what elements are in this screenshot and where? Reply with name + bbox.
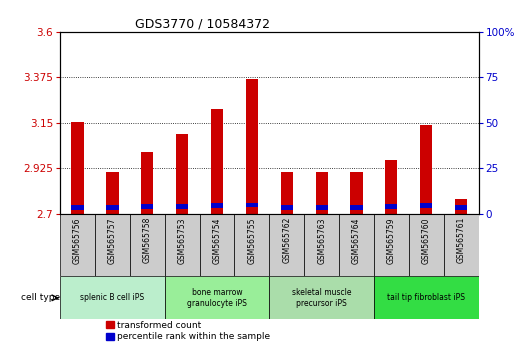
Bar bbox=[165, 214, 200, 276]
Bar bbox=[269, 214, 304, 276]
Bar bbox=[246, 79, 258, 214]
Bar bbox=[315, 205, 328, 210]
Text: GSM565754: GSM565754 bbox=[212, 217, 222, 263]
Bar bbox=[60, 276, 165, 319]
Bar bbox=[200, 214, 234, 276]
Text: GSM565762: GSM565762 bbox=[282, 217, 291, 263]
Text: GDS3770 / 10584372: GDS3770 / 10584372 bbox=[135, 18, 270, 31]
Bar bbox=[106, 172, 119, 214]
Bar bbox=[60, 214, 95, 276]
Text: GSM565761: GSM565761 bbox=[457, 217, 465, 263]
Bar bbox=[315, 172, 328, 214]
Bar bbox=[72, 205, 84, 210]
Text: GSM565759: GSM565759 bbox=[387, 217, 396, 263]
Text: splenic B cell iPS: splenic B cell iPS bbox=[81, 293, 144, 302]
Bar bbox=[420, 125, 433, 214]
Text: GSM565756: GSM565756 bbox=[73, 217, 82, 263]
Text: skeletal muscle
precursor iPS: skeletal muscle precursor iPS bbox=[292, 288, 351, 308]
Text: GSM565757: GSM565757 bbox=[108, 217, 117, 263]
Bar bbox=[455, 205, 467, 210]
Bar bbox=[269, 276, 374, 319]
Bar bbox=[72, 122, 84, 214]
Bar bbox=[95, 214, 130, 276]
Text: GSM565755: GSM565755 bbox=[247, 217, 256, 263]
Bar bbox=[281, 205, 293, 210]
Text: tail tip fibroblast iPS: tail tip fibroblast iPS bbox=[387, 293, 465, 302]
Bar bbox=[176, 134, 188, 214]
Bar bbox=[141, 152, 153, 214]
Bar bbox=[420, 204, 433, 208]
Bar bbox=[350, 205, 362, 210]
Bar bbox=[211, 204, 223, 208]
Bar bbox=[130, 214, 165, 276]
Bar bbox=[374, 276, 479, 319]
Text: GSM565758: GSM565758 bbox=[143, 217, 152, 263]
Bar bbox=[234, 214, 269, 276]
Bar bbox=[304, 214, 339, 276]
Bar bbox=[211, 109, 223, 214]
Bar bbox=[176, 204, 188, 209]
Bar bbox=[281, 172, 293, 214]
Bar bbox=[339, 214, 374, 276]
Bar bbox=[444, 214, 479, 276]
Bar bbox=[165, 276, 269, 319]
Bar bbox=[106, 205, 119, 210]
Bar bbox=[350, 172, 362, 214]
Bar bbox=[246, 203, 258, 207]
Text: cell type: cell type bbox=[21, 293, 60, 302]
Text: GSM565763: GSM565763 bbox=[317, 217, 326, 263]
Text: bone marrow
granulocyte iPS: bone marrow granulocyte iPS bbox=[187, 288, 247, 308]
Bar bbox=[374, 214, 409, 276]
Bar bbox=[141, 204, 153, 209]
Bar bbox=[455, 199, 467, 214]
Legend: transformed count, percentile rank within the sample: transformed count, percentile rank withi… bbox=[107, 321, 270, 341]
Bar bbox=[385, 160, 397, 214]
Text: GSM565760: GSM565760 bbox=[422, 217, 431, 263]
Bar bbox=[409, 214, 444, 276]
Text: GSM565764: GSM565764 bbox=[352, 217, 361, 263]
Text: GSM565753: GSM565753 bbox=[178, 217, 187, 263]
Bar bbox=[385, 204, 397, 209]
